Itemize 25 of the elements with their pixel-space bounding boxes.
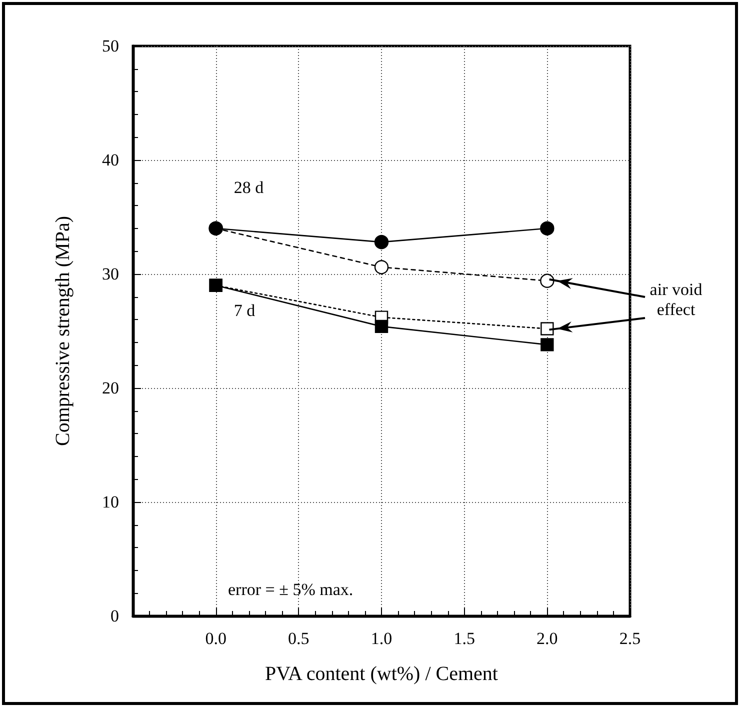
y-tick-label: 40 bbox=[102, 150, 119, 170]
point bbox=[540, 322, 554, 336]
y-tick-label: 50 bbox=[102, 36, 119, 56]
point bbox=[540, 338, 554, 352]
annotation: 7 d bbox=[234, 301, 256, 322]
y-tick-label: 10 bbox=[102, 492, 119, 512]
annotation: air void effect bbox=[648, 280, 704, 320]
annotation: error = ± 5% max. bbox=[228, 580, 354, 600]
x-axis-title: PVA content (wt%) / Cement bbox=[265, 663, 498, 685]
y-axis-title: Compressive strength (MPa) bbox=[52, 216, 74, 446]
y-tick-label: 30 bbox=[102, 264, 119, 284]
x-tick-label: 0.0 bbox=[205, 629, 226, 648]
annotation: 28 d bbox=[234, 178, 264, 198]
y-tick-label: 20 bbox=[102, 378, 119, 398]
x-tick-label: 1.5 bbox=[454, 629, 475, 648]
x-tick-label: 2.5 bbox=[619, 629, 641, 648]
point bbox=[374, 234, 389, 250]
point bbox=[540, 221, 554, 236]
point bbox=[374, 320, 388, 334]
x-tick-label: 2.0 bbox=[536, 629, 558, 648]
point bbox=[374, 260, 389, 274]
x-tick-label: 1.0 bbox=[370, 629, 392, 648]
x-tick-label: 0.5 bbox=[288, 629, 310, 648]
y-tick-label: 0 bbox=[110, 606, 119, 626]
point bbox=[540, 274, 554, 288]
